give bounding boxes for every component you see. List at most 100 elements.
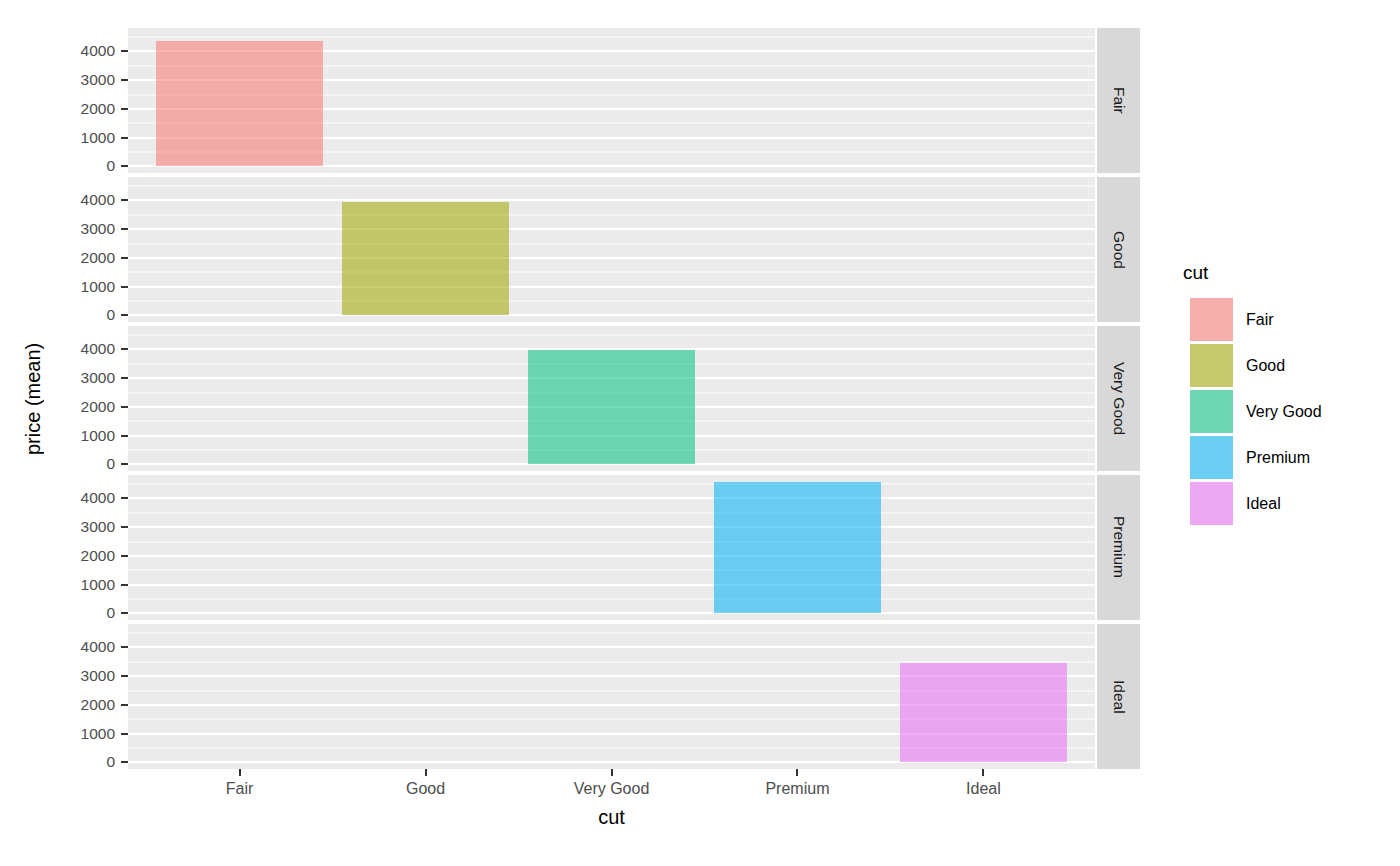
y-tick-label: 1000 <box>81 725 115 743</box>
legend-key-swatch <box>1190 298 1233 341</box>
facet-row-premium: 01000200030004000Premium <box>128 475 1095 620</box>
facet-strip-ideal: Ideal <box>1097 624 1140 769</box>
bar-good <box>342 202 509 315</box>
legend-key-fill <box>1190 390 1233 433</box>
major-gridline <box>128 497 1095 499</box>
legend-key-swatch <box>1190 344 1233 387</box>
legend-key-fill <box>1190 298 1233 341</box>
minor-gridline <box>128 186 1095 187</box>
minor-gridline <box>128 335 1095 336</box>
y-tick-mark <box>121 406 128 408</box>
x-tick-label-good: Good <box>406 780 445 798</box>
y-tick-label: 1000 <box>81 427 115 445</box>
y-tick-label: 2000 <box>81 696 115 714</box>
facet-strip-fair: Fair <box>1097 28 1140 173</box>
y-tick-mark <box>121 675 128 677</box>
major-gridline <box>128 286 1095 288</box>
plot-panel <box>128 326 1095 471</box>
y-tick-label: 2000 <box>81 398 115 416</box>
y-tick-label: 0 <box>106 753 115 771</box>
y-tick-mark <box>121 584 128 586</box>
facet-strip-premium: Premium <box>1097 475 1140 620</box>
y-tick-mark <box>121 555 128 557</box>
plot-panel <box>128 475 1095 620</box>
x-tick-mark <box>982 769 984 776</box>
y-tick-mark <box>121 228 128 230</box>
y-tick-label: 3000 <box>81 220 115 238</box>
plot-panel <box>128 177 1095 322</box>
y-tick-label: 3000 <box>81 667 115 685</box>
legend-item-premium: Premium <box>1190 436 1322 479</box>
legend-item-very-good: Very Good <box>1190 390 1322 433</box>
minor-gridline <box>128 599 1095 600</box>
major-gridline <box>128 257 1095 259</box>
major-gridline <box>128 612 1095 614</box>
x-tick-mark <box>425 769 427 776</box>
y-tick-label: 0 <box>106 455 115 473</box>
legend-label: Good <box>1246 357 1285 375</box>
facet-row-very-good: 01000200030004000Very Good <box>128 326 1095 471</box>
y-axis-title: price (mean) <box>18 28 48 769</box>
bar-ideal <box>900 663 1067 762</box>
minor-gridline <box>128 512 1095 513</box>
x-axis-title: cut <box>128 806 1095 829</box>
x-tick-label-fair: Fair <box>226 780 254 798</box>
y-tick-label: 0 <box>106 157 115 175</box>
legend-key-swatch <box>1190 390 1233 433</box>
legend-key-fill <box>1190 482 1233 525</box>
y-tick-mark <box>121 286 128 288</box>
minor-gridline <box>128 37 1095 38</box>
y-tick-label: 4000 <box>81 489 115 507</box>
facet-strip-label: Fair <box>1110 87 1128 114</box>
y-tick-mark <box>121 497 128 499</box>
y-tick-mark <box>121 137 128 139</box>
major-gridline <box>128 555 1095 557</box>
legend-label: Premium <box>1246 449 1310 467</box>
y-tick-mark <box>121 79 128 81</box>
legend-label: Very Good <box>1246 403 1322 421</box>
y-tick-label: 1000 <box>81 129 115 147</box>
minor-gridline <box>128 272 1095 273</box>
legend-item-good: Good <box>1190 344 1322 387</box>
facet-panels: 01000200030004000Fair01000200030004000Go… <box>128 28 1095 769</box>
minor-gridline <box>128 214 1095 215</box>
legend-label: Fair <box>1246 311 1274 329</box>
bar-very-good <box>528 350 695 465</box>
legend-key-swatch <box>1190 482 1233 525</box>
facet-row-good: 01000200030004000Good <box>128 177 1095 322</box>
facet-strip-good: Good <box>1097 177 1140 322</box>
legend-key-fill <box>1190 344 1233 387</box>
x-tick-mark <box>796 769 798 776</box>
x-tick-mark <box>611 769 613 776</box>
minor-gridline <box>128 633 1095 634</box>
legend-items: Fair Good Very Good Premium Ideal <box>1190 298 1322 525</box>
facet-strip-label: Very Good <box>1110 362 1128 435</box>
y-tick-mark <box>121 646 128 648</box>
major-gridline <box>128 199 1095 201</box>
y-tick-mark <box>121 108 128 110</box>
y-tick-label: 4000 <box>81 638 115 656</box>
y-tick-mark <box>121 612 128 614</box>
legend-label: Ideal <box>1246 495 1281 513</box>
y-tick-mark <box>121 377 128 379</box>
x-tick-label-premium: Premium <box>765 780 829 798</box>
bar-fair <box>156 41 323 166</box>
legend: cut FairGoodVery GoodPremiumIdeal <box>1183 262 1322 525</box>
x-tick-mark <box>239 769 241 776</box>
y-tick-label: 4000 <box>81 191 115 209</box>
plot-panel <box>128 624 1095 769</box>
legend-key-fill <box>1190 436 1233 479</box>
y-tick-label: 2000 <box>81 547 115 565</box>
major-gridline <box>128 228 1095 230</box>
y-tick-label: 2000 <box>81 100 115 118</box>
y-tick-label: 3000 <box>81 71 115 89</box>
major-gridline <box>128 314 1095 316</box>
y-tick-label: 1000 <box>81 278 115 296</box>
x-tick-label-ideal: Ideal <box>966 780 1001 798</box>
y-tick-label: 0 <box>106 306 115 324</box>
y-tick-mark <box>121 761 128 763</box>
y-tick-label: 2000 <box>81 249 115 267</box>
legend-item-fair: Fair <box>1190 298 1322 341</box>
y-tick-mark <box>121 50 128 52</box>
y-tick-mark <box>121 435 128 437</box>
